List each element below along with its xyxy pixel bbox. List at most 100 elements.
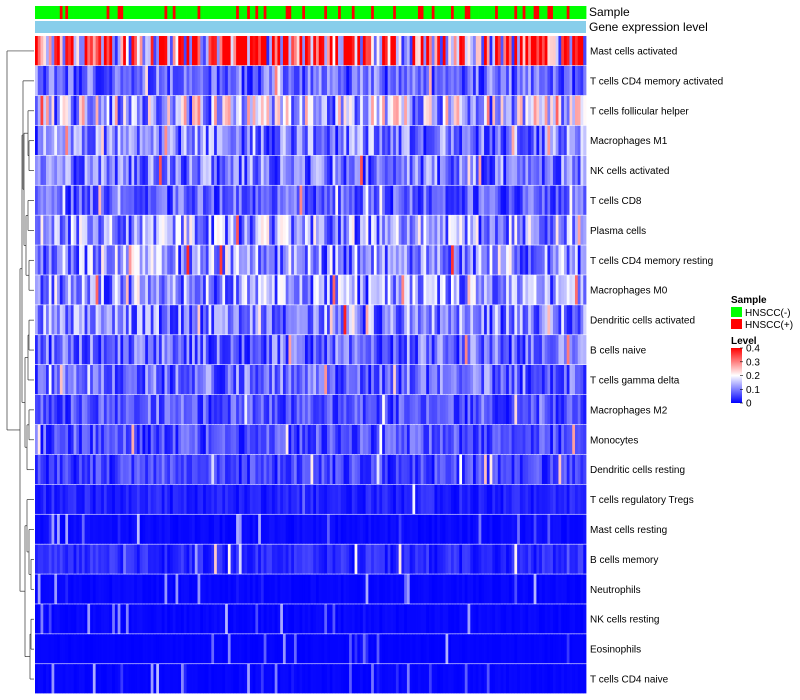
heatmap-cell	[120, 604, 124, 634]
heatmap-cell	[387, 424, 391, 455]
heatmap-cell	[277, 514, 281, 544]
heatmap-cell	[357, 454, 361, 485]
heatmap-cell	[103, 305, 108, 335]
heatmap-cell	[167, 514, 171, 544]
heatmap-cell	[426, 65, 430, 96]
heatmap-cell	[514, 245, 518, 275]
heatmap-cell	[200, 484, 204, 514]
sample-track-cell	[453, 6, 457, 19]
heatmap-cell	[131, 454, 135, 485]
heatmap-cell	[70, 634, 74, 664]
heatmap-cell	[84, 245, 88, 275]
heatmap-cell	[324, 424, 328, 455]
heatmap-cell	[161, 36, 165, 66]
heatmap-cell	[393, 125, 397, 156]
heatmap-cell	[569, 335, 573, 365]
heatmap-cell	[98, 544, 102, 574]
heatmap-cell	[170, 335, 174, 365]
sample-track-cell	[464, 6, 468, 19]
heatmap-cell	[351, 305, 355, 335]
heatmap-cell	[35, 544, 39, 574]
heatmap-cell	[170, 484, 174, 514]
heatmap-cell	[203, 664, 207, 694]
heatmap-cell	[393, 275, 397, 305]
heatmap-cell	[511, 394, 515, 425]
heatmap-cell	[158, 215, 163, 245]
heatmap-cell	[123, 305, 127, 335]
heatmap-cell	[390, 36, 394, 66]
heatmap-cell	[222, 245, 226, 275]
heatmap-cell	[580, 394, 584, 425]
heatmap-cell	[552, 604, 557, 634]
heatmap-cell	[437, 245, 441, 275]
heatmap-cell	[236, 634, 240, 664]
heatmap-cell	[406, 95, 411, 126]
heatmap-cell	[57, 275, 61, 305]
heatmap-cell	[434, 544, 438, 574]
heatmap-cell	[40, 484, 44, 514]
heatmap-cell	[343, 664, 347, 694]
heatmap-cell	[54, 424, 58, 455]
heatmap-cell	[563, 335, 568, 365]
heatmap-cell	[539, 245, 543, 275]
heatmap-cell	[282, 215, 287, 245]
heatmap-cell	[406, 574, 411, 604]
heatmap-cell	[238, 335, 243, 365]
heatmap-cell	[340, 634, 344, 664]
heatmap-cell	[552, 65, 557, 96]
heatmap-cell	[415, 514, 419, 544]
heatmap-cell	[208, 574, 212, 604]
heatmap-cell	[462, 604, 466, 634]
heatmap-cell	[304, 424, 309, 455]
heatmap-cell	[79, 514, 83, 544]
heatmap-cell	[244, 215, 248, 245]
heatmap-cell	[434, 155, 438, 185]
heatmap-cell	[437, 664, 441, 694]
heatmap-cell	[360, 125, 364, 156]
heatmap-cell	[580, 215, 584, 245]
heatmap-cell	[563, 394, 568, 425]
heatmap-cell	[277, 185, 281, 215]
heatmap-cell	[282, 365, 287, 395]
heatmap-cell	[539, 394, 543, 425]
heatmap-cell	[302, 125, 306, 156]
heatmap-cell	[346, 604, 350, 634]
heatmap-cell	[514, 544, 518, 574]
heatmap-cell	[448, 95, 452, 126]
heatmap-cell	[68, 125, 72, 156]
heatmap-cell	[574, 185, 579, 215]
heatmap-cell	[252, 155, 256, 185]
heatmap-cell	[238, 454, 243, 485]
heatmap-cell	[365, 574, 369, 604]
heatmap-cell	[500, 125, 504, 156]
heatmap-cell	[211, 424, 215, 455]
heatmap-cell	[109, 65, 113, 96]
heatmap-cell	[73, 664, 77, 694]
heatmap-cell	[484, 95, 488, 126]
heatmap-cell	[178, 484, 182, 514]
heatmap-cell	[412, 335, 416, 365]
heatmap-cell	[70, 95, 74, 126]
heatmap-cell	[467, 394, 471, 425]
heatmap-cell	[211, 125, 215, 156]
heatmap-cell	[59, 305, 63, 335]
heatmap-cell	[79, 155, 83, 185]
heatmap-cell	[426, 95, 430, 126]
heatmap-cell	[464, 36, 468, 66]
sample-track-cell	[428, 6, 433, 19]
heatmap-cell	[387, 604, 391, 634]
heatmap-cell	[98, 335, 102, 365]
heatmap-cell	[456, 454, 460, 485]
heatmap-cell	[340, 95, 344, 126]
heatmap-cell	[533, 454, 537, 485]
heatmap-cell	[189, 245, 193, 275]
heatmap-cell	[192, 574, 196, 604]
heatmap-cell	[293, 305, 298, 335]
heatmap-cell	[354, 185, 358, 215]
heatmap-cell	[417, 95, 422, 126]
heatmap-cell	[423, 185, 427, 215]
heatmap-cell	[467, 634, 471, 664]
heatmap-cell	[68, 245, 72, 275]
heatmap-cell	[59, 65, 63, 96]
heatmap-cell	[406, 634, 411, 664]
